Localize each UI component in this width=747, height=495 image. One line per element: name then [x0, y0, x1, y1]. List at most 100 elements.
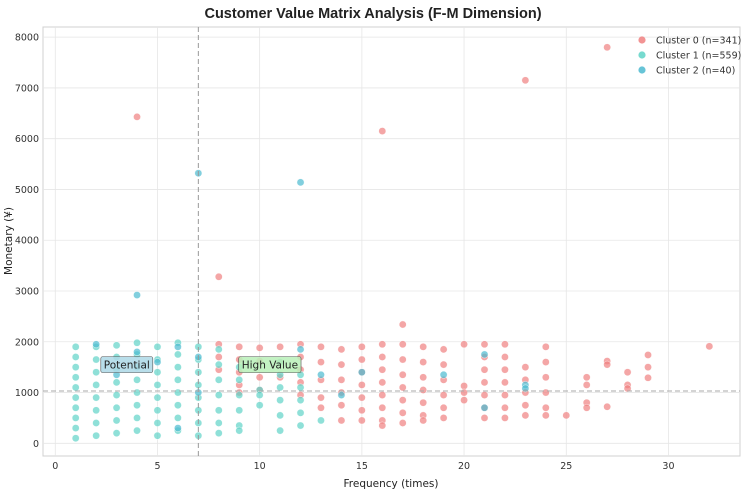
data-point — [214, 272, 223, 281]
data-point — [603, 360, 611, 369]
data-point — [358, 393, 366, 402]
data-point — [521, 363, 530, 371]
data-point — [153, 368, 162, 377]
data-point — [378, 391, 387, 399]
data-point — [358, 406, 366, 415]
data-point — [317, 358, 325, 366]
x-tick-label: 15 — [356, 461, 368, 472]
data-point — [153, 419, 162, 427]
data-point — [419, 398, 427, 407]
data-point — [174, 414, 182, 422]
data-point — [255, 391, 264, 399]
data-point — [439, 414, 448, 422]
plot-area — [42, 26, 741, 457]
data-point — [276, 396, 284, 404]
data-point — [419, 343, 427, 351]
data-point — [705, 342, 714, 351]
x-axis-ticks: 0 5 10 15 20 25 30 — [52, 461, 674, 472]
data-point — [214, 429, 223, 437]
data-point — [439, 403, 448, 412]
data-point — [542, 388, 550, 397]
data-point — [296, 421, 305, 430]
data-point — [460, 396, 468, 404]
data-point — [317, 393, 325, 402]
legend-label-cluster-0: Cluster 0 (n=341) — [656, 36, 741, 47]
data-point — [174, 424, 182, 432]
data-point — [439, 345, 448, 354]
data-point — [296, 178, 305, 187]
y-tick-label: 2000 — [15, 337, 39, 348]
x-tick-label: 30 — [662, 461, 674, 472]
data-point — [378, 340, 387, 349]
data-point — [71, 353, 80, 361]
data-point — [153, 381, 162, 389]
data-point — [378, 353, 387, 361]
data-point — [439, 360, 448, 369]
data-point — [501, 391, 509, 399]
annotation-label: Potential — [104, 360, 150, 372]
data-point — [398, 409, 407, 417]
data-point — [296, 409, 305, 417]
data-point — [92, 419, 100, 427]
data-point — [480, 391, 489, 399]
data-point — [521, 76, 530, 85]
data-point — [92, 355, 100, 364]
data-point — [501, 378, 509, 387]
y-tick-label: 1000 — [15, 388, 39, 399]
data-point — [480, 378, 489, 387]
data-point — [276, 343, 284, 351]
data-point — [398, 355, 407, 364]
data-point — [521, 384, 530, 393]
data-point — [603, 402, 611, 411]
data-point — [71, 424, 80, 432]
data-point — [214, 419, 223, 427]
data-point — [317, 370, 325, 379]
data-point — [112, 429, 121, 437]
data-point — [255, 344, 264, 352]
data-point — [644, 351, 652, 359]
data-point — [174, 363, 182, 371]
series-cluster-1 — [71, 338, 325, 443]
data-point — [214, 376, 223, 384]
data-point — [317, 403, 325, 412]
data-point — [235, 343, 244, 351]
legend-label-cluster-2: Cluster 2 (n=40) — [656, 66, 735, 77]
data-point — [419, 416, 427, 425]
x-tick-label: 20 — [458, 461, 470, 472]
x-tick-label: 5 — [154, 461, 160, 472]
y-axis-ticks: 0 1000 2000 3000 4000 5000 6000 7000 8000 — [15, 33, 39, 450]
data-point — [255, 401, 264, 410]
data-point — [235, 426, 244, 435]
data-point — [214, 391, 223, 399]
x-axis-label: Frequency (times) — [344, 478, 439, 490]
data-point — [398, 383, 407, 392]
chart-title: Customer Value Matrix Analysis (F-M Dime… — [204, 6, 541, 22]
data-point — [358, 416, 366, 425]
data-point — [235, 391, 244, 399]
data-point — [214, 406, 223, 415]
data-point — [582, 381, 591, 389]
data-point — [582, 403, 591, 412]
data-point — [71, 383, 80, 392]
series-cluster-2 — [92, 169, 530, 432]
data-point — [174, 388, 182, 397]
y-tick-label: 4000 — [15, 236, 39, 247]
data-point — [521, 411, 530, 420]
data-point — [480, 403, 489, 412]
data-point — [378, 421, 387, 430]
y-tick-label: 0 — [33, 439, 39, 450]
data-point — [644, 363, 652, 371]
data-point — [71, 363, 80, 371]
data-point — [501, 340, 509, 349]
data-point — [460, 382, 468, 390]
data-point — [153, 393, 162, 402]
data-point — [398, 320, 407, 329]
data-point — [174, 343, 182, 351]
data-point — [112, 403, 121, 412]
data-point — [480, 350, 489, 359]
data-point — [71, 373, 80, 382]
y-tick-label: 5000 — [15, 185, 39, 196]
data-point — [398, 340, 407, 349]
data-point — [480, 340, 489, 349]
